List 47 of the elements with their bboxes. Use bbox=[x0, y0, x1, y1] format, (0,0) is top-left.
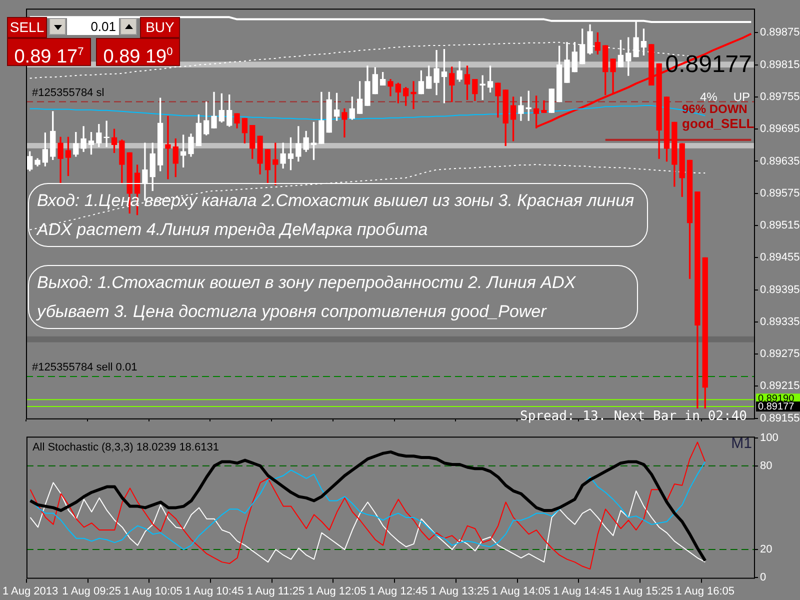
y-tick-label: 0.89695 bbox=[760, 123, 800, 136]
x-tick-label: 1 Aug 2013 bbox=[2, 585, 58, 598]
y-tick-label: 0.89875 bbox=[760, 26, 800, 39]
y-tick-label: 20 bbox=[760, 544, 772, 556]
ref-line-label: #125355784 sl bbox=[32, 86, 104, 99]
y-tick-label: 0.89275 bbox=[760, 348, 800, 360]
x-tick-label: 1 Aug 12:05 bbox=[308, 585, 366, 598]
x-tick-label: 1 Aug 14:45 bbox=[553, 585, 612, 598]
y-tick-label: 0.89515 bbox=[760, 220, 800, 232]
y-tick-label: 0.89455 bbox=[760, 252, 800, 264]
y-tick-label: 0.89155 bbox=[760, 412, 800, 424]
y-tick-label: 80 bbox=[760, 460, 772, 472]
y-tick-label: 100 bbox=[760, 432, 778, 444]
annotation: 0.89 17$^{7}$ bbox=[7, 38, 91, 68]
annotation: SELL bbox=[7, 17, 47, 38]
x-tick-label: 1 Aug 12:45 bbox=[369, 585, 428, 598]
annotation: 4% bbox=[700, 90, 718, 104]
candlestick bbox=[410, 81, 416, 110]
x-tick-label: 1 Aug 11:25 bbox=[246, 585, 305, 598]
annotation: 0.89 19$^{0}$ bbox=[96, 38, 180, 68]
ref-line-label: 0.89177 bbox=[758, 401, 795, 412]
x-tick-label: 1 Aug 14:05 bbox=[492, 585, 550, 598]
annotation: 96% DOWN bbox=[682, 102, 748, 116]
candlestick bbox=[541, 100, 547, 113]
annotation: UP bbox=[733, 90, 750, 104]
y-tick-label: 0 bbox=[760, 571, 766, 584]
text: All Stochastic (8,3,3) 18.0239 18.6131 bbox=[32, 442, 219, 454]
y-tick-label: 0.89335 bbox=[760, 316, 800, 328]
annotation: M1 bbox=[731, 435, 752, 452]
candlestick bbox=[165, 116, 171, 180]
x-tick-label: 1 Aug 15:25 bbox=[614, 585, 674, 598]
annotation: good_SELL bbox=[682, 116, 754, 131]
x-tick-label: 1 Aug 10:45 bbox=[184, 585, 244, 598]
x-tick-label: 1 Aug 09:25 bbox=[62, 585, 121, 598]
y-tick-label: 0.89635 bbox=[760, 155, 800, 168]
ref-line-label: #125355784 sell 0.01 bbox=[32, 362, 138, 374]
annotation: 0.01 bbox=[67, 18, 119, 35]
y-tick-label: 0.89755 bbox=[760, 91, 800, 104]
annotation: Выход: 1.Стохастик вошел в зону перепроданности 2. Линия ADX убывает 3. Цена достигла уровня сопротивления good_Power bbox=[28, 265, 638, 329]
annotation: BUY bbox=[140, 17, 180, 38]
x-tick-label: 1 Aug 13:25 bbox=[430, 585, 490, 598]
x-tick-label: 1 Aug 16:05 bbox=[676, 585, 735, 598]
y-tick-label: 0.89215 bbox=[760, 380, 800, 392]
y-tick-label: 0.89395 bbox=[760, 284, 800, 296]
y-tick-label: 0.89815 bbox=[760, 58, 800, 71]
y-tick-label: 0.89575 bbox=[760, 187, 800, 200]
x-tick-label: 1 Aug 10:05 bbox=[124, 585, 182, 598]
